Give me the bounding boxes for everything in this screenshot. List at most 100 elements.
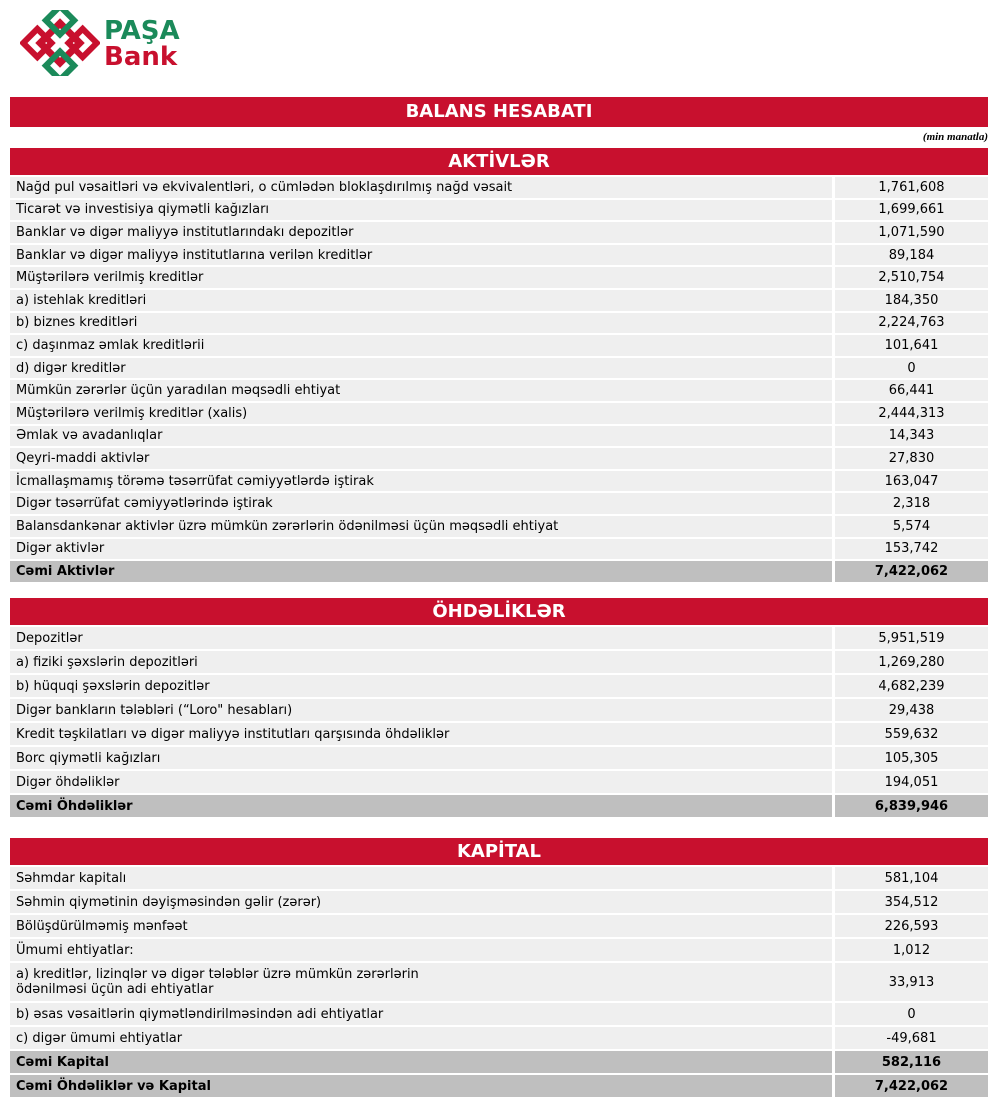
- row: Mümkün zərərlər üçün yaradılan məqsədli …: [10, 380, 988, 401]
- row: Digər təsərrüfat cəmiyyətlərində iştirak…: [10, 493, 988, 514]
- row: Ümumi ehtiyatlar: 1,012: [10, 939, 988, 961]
- row-label-cell: d) digər kreditlər: [10, 357, 832, 379]
- row-value: 0: [835, 1003, 988, 1025]
- row-value: 27,830: [835, 448, 988, 469]
- row-label: b) əsas vəsaitlərin qiymətləndirilməsind…: [16, 1006, 384, 1022]
- row-label-cell: b) əsas vəsaitlərin qiymətləndirilməsind…: [10, 1003, 832, 1025]
- row-label: İcmallaşmamış törəmə təsərrüfat cəmiyyət…: [16, 473, 374, 489]
- row-label-cell: Bölüşdürülməmiş mənfəət: [10, 915, 832, 937]
- row-label: Bölüşdürülməmiş mənfəət: [16, 918, 188, 934]
- row-label-cell: Ümumi ehtiyatlar:: [10, 939, 832, 961]
- row-value: 184,350: [835, 290, 988, 311]
- row: b) hüquqi şəxslərin depozitlər 4,682,239: [10, 675, 988, 697]
- row-label-cell: Banklar və digər maliyyə institutlarına …: [10, 244, 832, 266]
- row: Banklar və digər maliyyə institutlarına …: [10, 244, 988, 266]
- row-value: 4,682,239: [835, 675, 988, 697]
- row: Kredit təşkilatları və digər maliyyə ins…: [10, 723, 988, 745]
- row-label: Ümumi ehtiyatlar:: [16, 942, 134, 958]
- row-label-cell: Digər öhdəliklər: [10, 771, 832, 793]
- row: Depozitlər 5,951,519: [10, 627, 988, 649]
- row-label: Müştərilərə verilmiş kreditlər: [16, 270, 204, 286]
- row: İcmallaşmamış törəmə təsərrüfat cəmiyyət…: [10, 470, 988, 492]
- row-label-cell: Kredit təşkilatları və digər maliyyə ins…: [10, 723, 832, 745]
- row-label: Qeyri-maddi aktivlər: [16, 450, 150, 466]
- row-label-cell: b) biznes kreditləri: [10, 312, 832, 334]
- row: Müştərilərə verilmiş kreditlər (xalis) 2,…: [10, 403, 988, 424]
- row-label-cell: Cəmi Aktivlər: [10, 561, 832, 582]
- logo-line: Bank: [104, 42, 178, 72]
- row: d) digər kreditlər 0: [10, 357, 988, 379]
- row-value: -49,681: [835, 1027, 988, 1049]
- row: c) digər ümumi ehtiyatlar -49,681: [10, 1027, 988, 1049]
- row-label: Nağd pul vəsaitləri və ekvivalentləri, o…: [16, 179, 513, 195]
- row-value: 354,512: [835, 891, 988, 913]
- row: Səhmin qiymətinin dəyişməsindən gəlir (z…: [10, 891, 988, 913]
- row-label: Banklar və digər maliyyə institutlarına …: [16, 247, 373, 263]
- row: Digər aktivlər 153,742: [10, 538, 988, 560]
- row-label-cell: Borc qiymətli kağızları: [10, 747, 832, 769]
- logo-mark: [20, 10, 100, 76]
- row-label: Mümkün zərərlər üçün yaradılan məqsədli …: [16, 383, 341, 399]
- row-value: 581,104: [835, 867, 988, 889]
- row-label: Səhmin qiymətinin dəyişməsindən gəlir (z…: [16, 894, 322, 910]
- row-value: 33,913: [835, 963, 988, 1001]
- row-label: b) biznes kreditləri: [16, 315, 138, 331]
- row-label: a) kreditlər, lizinqlər və digər tələblə…: [16, 967, 419, 997]
- row: Əmlak və avadanlıqlar 14,343: [10, 425, 988, 447]
- row-value: 559,632: [835, 723, 988, 745]
- row-label: Digər aktivlər: [16, 541, 105, 557]
- row: a) istehlak kreditləri 184,350: [10, 290, 988, 311]
- row-label: Depozitlər: [16, 630, 83, 646]
- row-label-cell: Ticarət və investisiya qiymətli kağızlar…: [10, 199, 832, 221]
- row-label-cell: a) kreditlər, lizinqlər və digər tələblə…: [10, 963, 832, 1001]
- row: a) fiziki şəxslərin depozitləri 1,269,280: [10, 651, 988, 673]
- row-value: 29,438: [835, 699, 988, 721]
- row-label-cell: Nağd pul vəsaitləri və ekvivalentləri, o…: [10, 177, 832, 198]
- row-value: 89,184: [835, 244, 988, 266]
- row-label: Kredit təşkilatları və digər maliyyə ins…: [16, 726, 450, 742]
- row-label-cell: Banklar və digər maliyyə institutlarında…: [10, 222, 832, 243]
- row-label-cell: Balansdankənar aktivlər üzrə mümkün zərə…: [10, 516, 832, 537]
- row-label-cell: Səhmin qiymətinin dəyişməsindən gəlir (z…: [10, 891, 832, 913]
- row-value: 153,742: [835, 538, 988, 560]
- row-label: Ticarət və investisiya qiymətli kağızlar…: [16, 202, 270, 218]
- row: b) əsas vəsaitlərin qiymətləndirilməsind…: [10, 1003, 988, 1025]
- row-label: Banklar və digər maliyyə institutlarında…: [16, 224, 354, 240]
- row-label: Digər bankların tələbləri (“Loro" hesabl…: [16, 702, 293, 718]
- row: Balansdankənar aktivlər üzrə mümkün zərə…: [10, 516, 988, 537]
- row-label: Səhmdar kapitalı: [16, 870, 127, 886]
- row: b) biznes kreditləri 2,224,763: [10, 312, 988, 334]
- section-title: KAPİTAL: [10, 838, 988, 865]
- row-value: 1,699,661: [835, 199, 988, 221]
- row-label: Borc qiymətli kağızları: [16, 750, 161, 766]
- row-label: Digər öhdəliklər: [16, 774, 120, 790]
- row-label: Balansdankənar aktivlər üzrə mümkün zərə…: [16, 518, 559, 534]
- row-value: 1,269,280: [835, 651, 988, 673]
- row-value: 2,510,754: [835, 267, 988, 288]
- row-label-cell: a) istehlak kreditləri: [10, 290, 832, 311]
- row-label-cell: Cəmi Kapital: [10, 1051, 832, 1073]
- row: Səhmdar kapitalı 581,104: [10, 867, 988, 889]
- row-label-cell: a) fiziki şəxslərin depozitləri: [10, 651, 832, 673]
- logo-line: PAŞA: [104, 16, 180, 46]
- row-label-cell: İcmallaşmamış törəmə təsərrüfat cəmiyyət…: [10, 470, 832, 492]
- row-value: 2,318: [835, 493, 988, 514]
- row: Digər bankların tələbləri (“Loro" hesabl…: [10, 699, 988, 721]
- row: Digər öhdəliklər 194,051: [10, 771, 988, 793]
- row-label-cell: Əmlak və avadanlıqlar: [10, 425, 832, 447]
- row-value: 7,422,062: [835, 561, 988, 582]
- row-label-cell: c) daşınmaz əmlak kreditlərii: [10, 335, 832, 356]
- row-value: 0: [835, 357, 988, 379]
- row-value: 1,012: [835, 939, 988, 961]
- row-value: 1,761,608: [835, 177, 988, 198]
- row-label: c) daşınmaz əmlak kreditlərii: [16, 337, 205, 353]
- row-label: d) digər kreditlər: [16, 360, 126, 376]
- row-label-cell: Mümkün zərərlər üçün yaradılan məqsədli …: [10, 380, 832, 401]
- row-label-cell: Müştərilərə verilmiş kreditlər: [10, 267, 832, 288]
- row-value: 226,593: [835, 915, 988, 937]
- total-row: Cəmi Aktivlər 7,422,062: [10, 561, 988, 582]
- row-label-cell: Cəmi Öhdəliklər və Kapital: [10, 1075, 832, 1097]
- row-label-cell: Müştərilərə verilmiş kreditlər (xalis): [10, 403, 832, 424]
- row-label: Cəmi Öhdəliklər və Kapital: [16, 1078, 211, 1094]
